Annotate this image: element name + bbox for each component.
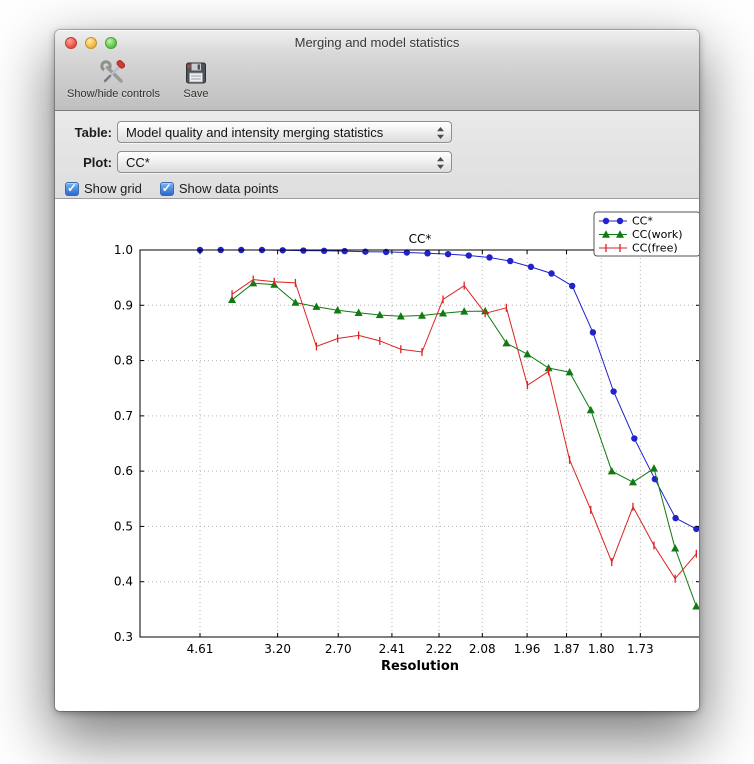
plot-label: Plot: (83, 154, 112, 170)
svg-text:0.7: 0.7 (114, 409, 133, 423)
svg-text:CC*: CC* (632, 215, 653, 228)
svg-text:CC(free): CC(free) (632, 242, 678, 255)
checkbox-label: Show grid (84, 181, 142, 196)
svg-text:0.8: 0.8 (114, 354, 133, 368)
svg-text:0.9: 0.9 (114, 298, 133, 312)
svg-text:1.80: 1.80 (588, 642, 615, 656)
show-data-points-checkbox[interactable]: ✓ Show data points (159, 181, 279, 196)
save-button[interactable]: Save (176, 57, 216, 102)
svg-text:1.73: 1.73 (627, 642, 654, 656)
svg-text:1.0: 1.0 (114, 243, 133, 257)
app-window: Merging and model statistics Show/hide c… (55, 30, 699, 711)
show-grid-checkbox[interactable]: ✓ Show grid (65, 181, 142, 196)
svg-text:Resolution: Resolution (381, 659, 459, 674)
save-icon (185, 62, 206, 84)
popup-arrows-icon (437, 127, 444, 139)
toolbar-button-label: Show/hide controls (67, 88, 160, 100)
toolbar-button-label: Save (183, 88, 209, 100)
svg-text:0.4: 0.4 (114, 575, 133, 589)
svg-text:4.61: 4.61 (187, 642, 214, 656)
svg-text:3.20: 3.20 (264, 642, 291, 656)
traffic-lights (65, 30, 117, 55)
svg-text:CC(work): CC(work) (632, 228, 683, 241)
svg-text:2.70: 2.70 (325, 642, 352, 656)
checkmark-icon: ✓ (66, 181, 78, 195)
svg-text:CC*: CC* (409, 232, 432, 246)
table-row: Table: Model quality and intensity mergi… (65, 121, 699, 143)
window-chrome: Merging and model statistics Show/hide c… (55, 30, 699, 111)
svg-text:0.5: 0.5 (114, 519, 133, 533)
show-hide-controls-button[interactable]: Show/hide controls (61, 57, 166, 102)
svg-text:2.08: 2.08 (469, 642, 496, 656)
plot-select-value: CC* (126, 154, 150, 170)
close-button[interactable] (65, 36, 77, 49)
checkbox-box: ✓ (65, 181, 79, 196)
titlebar[interactable]: Merging and model statistics (55, 30, 699, 55)
checkbox-row: ✓ Show grid ✓ Show data points (65, 181, 699, 196)
toolbar: Show/hide controls Save (55, 55, 699, 110)
checkbox-label: Show data points (178, 181, 279, 196)
table-select[interactable]: Model quality and intensity merging stat… (117, 121, 452, 143)
plot-row: Plot: CC* (65, 151, 699, 173)
svg-text:2.22: 2.22 (426, 642, 453, 656)
svg-text:1.87: 1.87 (553, 642, 580, 656)
svg-text:2.41: 2.41 (379, 642, 406, 656)
svg-text:1.96: 1.96 (514, 642, 541, 656)
popup-arrows-icon (437, 157, 444, 169)
checkbox-box: ✓ (159, 181, 174, 196)
table-select-value: Model quality and intensity merging stat… (126, 124, 384, 140)
controls-panel: Table: Model quality and intensity mergi… (55, 111, 699, 199)
chart-svg: 4.61 3.20 2.70 2.41 2.22 2.08 1.96 1.87 1.80 1.73… (114, 211, 699, 674)
checkmark-icon: ✓ (161, 181, 172, 195)
zoom-button[interactable] (105, 36, 117, 49)
svg-text:0.3: 0.3 (114, 630, 133, 644)
plot-area: 4.61 3.20 2.70 2.41 2.22 2.08 1.96 1.87 1.80 1.73… (55, 199, 699, 711)
minimize-button[interactable] (85, 36, 97, 49)
table-label: Table: (74, 124, 112, 140)
plot-select[interactable]: CC* (117, 151, 452, 173)
window-title: Merging and model statistics (294, 35, 460, 50)
svg-text:0.6: 0.6 (114, 464, 133, 478)
tools-icon (100, 60, 126, 83)
